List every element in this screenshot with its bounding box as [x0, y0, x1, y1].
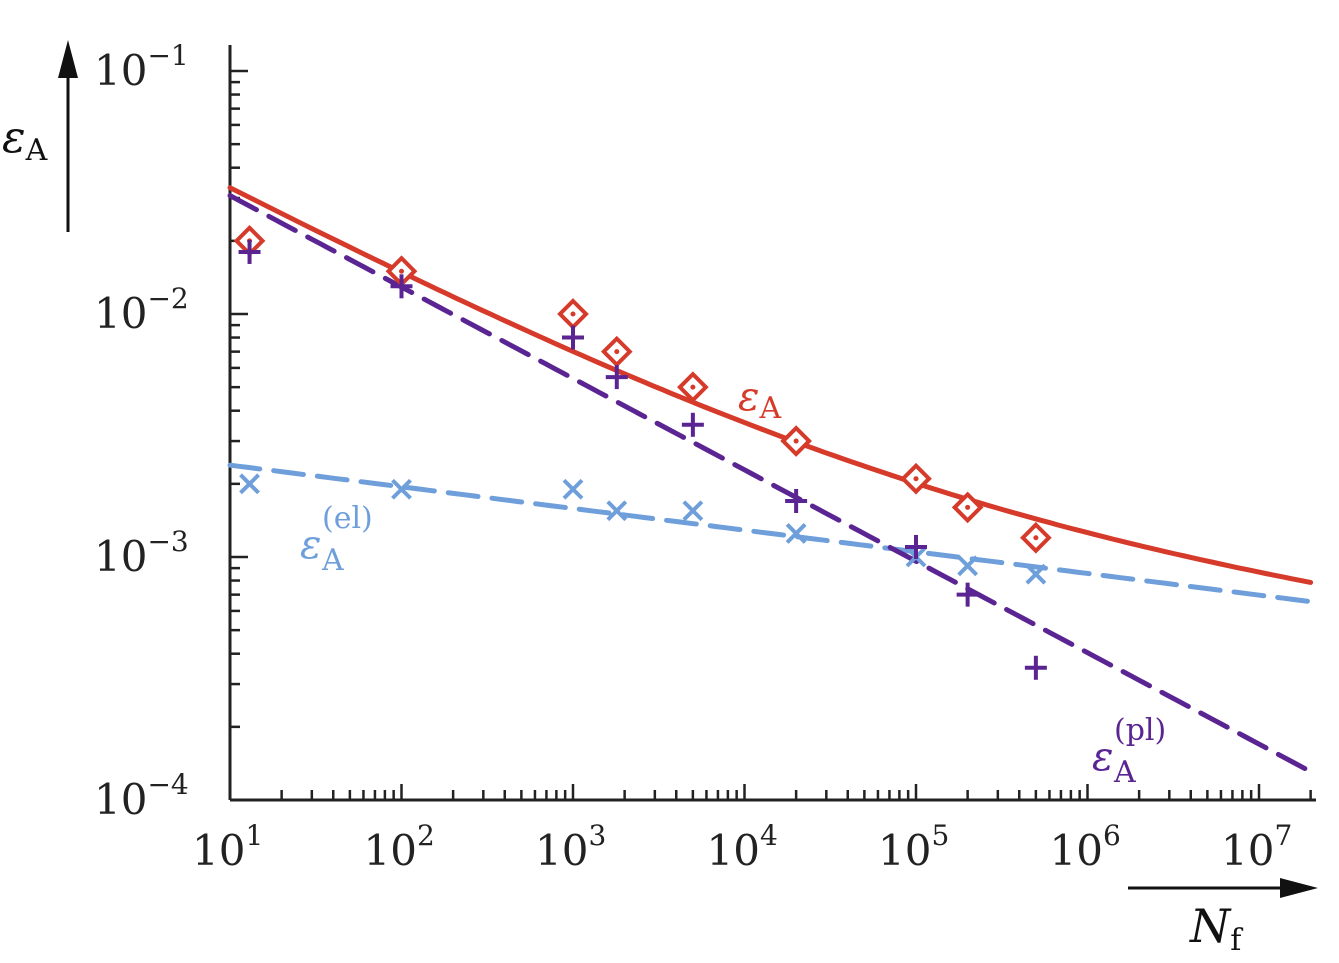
- series-label-elastic: εA(el): [300, 501, 373, 578]
- plus-marker: [905, 534, 927, 559]
- x-marker: [239, 473, 260, 495]
- x-marker: [391, 478, 412, 500]
- plus-marker: [785, 489, 808, 514]
- x-tick-label: 104: [707, 819, 778, 875]
- x-tick-labels: 101 102 103 104 105 106 107: [192, 819, 1292, 875]
- plus-marker: [238, 239, 261, 264]
- x-axis-title-sub: f: [1230, 923, 1243, 958]
- y-tick-label: 10−4: [94, 768, 189, 824]
- x-tick-label: 103: [535, 819, 606, 875]
- y-tick-labels: 10−4 10−3 10−2 10−1: [94, 39, 189, 824]
- x-tick-label: 102: [364, 819, 435, 875]
- diamond-marker: [780, 425, 812, 457]
- y-minor-ticks: [230, 69, 248, 802]
- x-axis-arrowhead: [1280, 878, 1318, 898]
- diamond-marker: [677, 371, 709, 403]
- x-marker: [785, 523, 807, 544]
- plot-area: 101 102 103 104 105 106 107 10−4 10−3 10−2 10−1 ε…: [94, 39, 1316, 875]
- x-tick-label: 101: [192, 819, 263, 875]
- plus-marker: [1024, 655, 1047, 680]
- plus-marker: [605, 365, 628, 390]
- data-markers: [233, 225, 1052, 680]
- svg-text:Nf: Nf: [1189, 899, 1243, 958]
- x-axis-title: Nf: [1128, 878, 1318, 958]
- svg-text:εA: εA: [2, 112, 48, 168]
- y-tick-label: 10−2: [94, 282, 189, 338]
- y-axis-title-sub: A: [25, 133, 48, 168]
- plus-marker: [956, 582, 979, 607]
- diamond-marker: [600, 335, 633, 368]
- diamond-marker: [900, 462, 932, 495]
- x-axis-title-main: N: [1189, 899, 1232, 953]
- plus-marker: [390, 274, 413, 299]
- x-tick-label: 106: [1050, 819, 1121, 875]
- fit-line-plastic: [227, 193, 1314, 775]
- x-tick-label: 105: [878, 819, 949, 875]
- x-marker: [682, 500, 704, 522]
- fit-line-elastic: [227, 462, 1314, 605]
- fit-line-total: [227, 185, 1314, 585]
- plus-marker: [681, 412, 704, 437]
- x-minor-ticks: [228, 784, 1312, 800]
- x-marker: [1025, 563, 1047, 585]
- diamond-marker: [557, 298, 589, 330]
- diamond-marker: [1020, 521, 1052, 554]
- y-tick-label: 10−1: [94, 39, 189, 95]
- series-labels: εA εA(el) εA(pl): [300, 374, 1166, 790]
- x-marker: [562, 478, 584, 500]
- y-axis-arrowhead: [58, 40, 78, 78]
- x-tick-label: 107: [1221, 819, 1292, 875]
- x-marker: [606, 500, 628, 522]
- x-marker: [957, 555, 979, 577]
- series-label-plastic: εA(pl): [1092, 713, 1166, 790]
- y-axis-title: εA: [2, 40, 78, 232]
- y-axis-title-main: ε: [2, 112, 26, 163]
- diamond-marker: [951, 491, 984, 524]
- y-tick-label: 10−3: [94, 525, 189, 581]
- series-label-total: εA: [738, 374, 781, 426]
- plus-marker: [562, 325, 584, 350]
